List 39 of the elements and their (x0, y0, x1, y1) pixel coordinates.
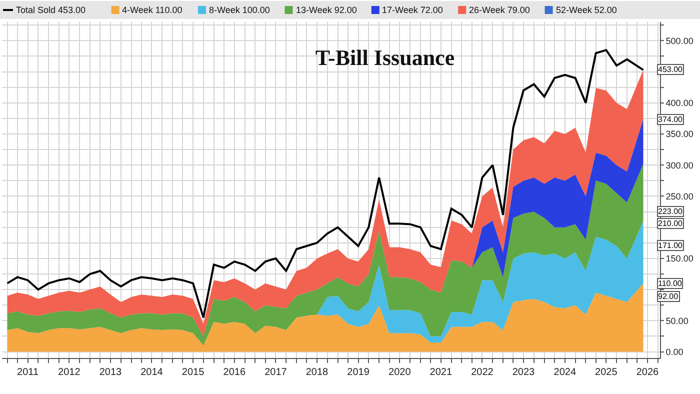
x-tick-label: 2011 (17, 367, 39, 378)
annotation: 92.00 (658, 292, 679, 301)
annotation: 171.00 (658, 241, 684, 250)
x-tick-label: 2013 (99, 367, 122, 378)
y-tick-label: 250.00 (666, 191, 694, 202)
annotation: 210.00 (658, 219, 684, 228)
x-tick-label: 2015 (182, 367, 205, 378)
annotation: 110.00 (658, 279, 682, 288)
x-tick-label: 2017 (264, 367, 288, 378)
x-tick-label: 2014 (140, 367, 164, 378)
text: T-Bill Issuance (315, 44, 455, 70)
annotation: 223.00 (658, 207, 684, 216)
legend-label: 4-Week 110.00 (122, 5, 182, 15)
legend-label: 13-Week 92.00 (296, 5, 357, 15)
y-tick-label: 500.00 (666, 36, 694, 46)
x-tick-label: 2012 (58, 367, 81, 378)
x-tick-label: 2019 (347, 367, 370, 378)
y-tick-label: 350.00 (666, 129, 694, 140)
annotation: 453.00 (658, 65, 684, 74)
annotation: 374.00 (658, 115, 684, 124)
y-tick-label: 300.00 (666, 160, 694, 170)
x-tick-label: 2021 (430, 367, 452, 378)
x-tick-label: 2022 (471, 367, 494, 378)
y-tick-label: 150.00 (666, 254, 694, 264)
x-tick-label: 2025 (595, 367, 618, 378)
legend-label: 52-Week 52.00 (556, 5, 617, 15)
y-tick-label: 50.00 (666, 316, 688, 326)
legend-label: 8-Week 100.00 (209, 5, 270, 15)
legend-label: 17-Week 72.00 (382, 5, 443, 15)
x-tick-label: 2024 (554, 367, 576, 378)
y-tick-label: 0.00 (666, 346, 684, 357)
x-tick-label: 2023 (512, 367, 536, 378)
legend-label: Total Sold 453.00 (16, 5, 86, 15)
legend-label: 26-Week 79.00 (469, 5, 530, 15)
x-tick-label: 2018 (306, 367, 329, 378)
x-tick-label: 2020 (388, 367, 412, 378)
y-tick-label: 400.00 (666, 98, 694, 108)
x-tick-label: 2026 (636, 367, 660, 378)
x-tick-label: 2016 (223, 367, 246, 378)
